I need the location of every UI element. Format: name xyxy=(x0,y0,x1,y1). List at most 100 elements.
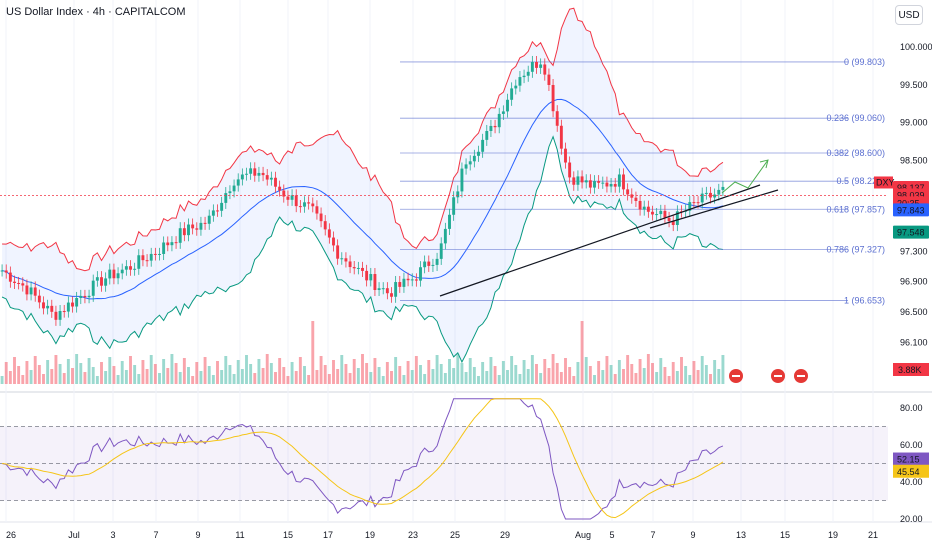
candle-body xyxy=(137,255,141,269)
candle-body xyxy=(460,168,464,192)
candle-body xyxy=(663,210,667,218)
volume-bar xyxy=(713,360,717,384)
volume-bar xyxy=(66,359,70,384)
volume-bar xyxy=(680,357,683,384)
volume-bar xyxy=(572,376,576,384)
price-axis-label: 99.500 xyxy=(900,80,928,90)
candle-body xyxy=(361,267,364,271)
volume-bar xyxy=(448,359,451,384)
candle-body xyxy=(630,194,634,198)
currency-button[interactable]: USD xyxy=(895,5,923,25)
candle-body xyxy=(174,242,178,244)
volume-bar xyxy=(369,372,373,384)
flag-stripe xyxy=(797,375,805,377)
volume-bar xyxy=(108,357,112,384)
time-axis-label: 25 xyxy=(450,530,460,540)
time-axis-label: Jul xyxy=(68,530,80,540)
candle-body xyxy=(381,288,385,290)
candle-body xyxy=(104,278,108,286)
bollinger-lower xyxy=(1,135,723,364)
volume-bar xyxy=(182,358,186,384)
volume-bar xyxy=(423,374,427,384)
volume-bar xyxy=(365,363,369,384)
volume-bar xyxy=(46,360,50,384)
fib-label: 0.618 (97.857) xyxy=(826,204,885,214)
candle-body xyxy=(555,111,559,126)
candle-body xyxy=(646,206,650,212)
volume-bar xyxy=(477,376,480,384)
volume-bar xyxy=(286,376,290,384)
candle-body xyxy=(593,181,596,188)
candle-body xyxy=(439,243,443,259)
candle-body xyxy=(626,189,630,195)
projection-arrow-head xyxy=(759,159,769,169)
candle-body xyxy=(311,203,315,207)
candle-body xyxy=(232,185,236,192)
price-axis-label: 96.900 xyxy=(900,277,928,287)
volume-bar xyxy=(13,357,16,384)
volume-bar xyxy=(290,362,294,384)
price-axis-label: 96.100 xyxy=(900,337,928,347)
candle-body xyxy=(721,186,725,190)
volume-bar xyxy=(381,376,385,384)
volume-bar xyxy=(228,365,232,384)
candle-body xyxy=(617,174,621,187)
candle-body xyxy=(588,180,592,188)
volume-bar xyxy=(236,360,240,384)
time-axis-label: 19 xyxy=(828,530,838,540)
volume-bar xyxy=(37,365,41,384)
volume-bar xyxy=(626,355,630,384)
volume-bar xyxy=(95,376,99,384)
basis-badge-bg xyxy=(893,203,929,217)
candle-body xyxy=(605,182,609,187)
candle-body xyxy=(348,261,352,268)
time-axis-label: 9 xyxy=(195,530,200,540)
fib-label: 0.786 (97.327) xyxy=(826,244,885,254)
volume-bar xyxy=(240,369,244,384)
rsi-ma-badge-bg xyxy=(893,464,929,478)
volume-bar xyxy=(406,361,410,384)
candle-body xyxy=(709,192,712,198)
candle-body xyxy=(25,285,29,295)
time-axis-label: 3 xyxy=(110,530,115,540)
volume-bar xyxy=(149,355,153,384)
volume-bar xyxy=(0,376,4,384)
volume-bar xyxy=(249,364,253,384)
candle-body xyxy=(443,228,447,244)
volume-bar xyxy=(332,360,335,384)
candle-body xyxy=(481,139,485,152)
volume-bar xyxy=(315,370,319,384)
candle-body xyxy=(336,245,340,259)
time-axis-label: 9 xyxy=(690,530,695,540)
volume-bar xyxy=(547,368,551,384)
candle-body xyxy=(100,277,103,286)
candle-body xyxy=(211,210,215,216)
basis-badge: 97.843 xyxy=(897,205,925,215)
volume-bar xyxy=(622,369,625,384)
candle-body xyxy=(572,177,576,185)
candle-body xyxy=(13,281,16,283)
rsi-ma-line xyxy=(2,398,724,519)
volume-bar xyxy=(336,369,340,384)
candle-body xyxy=(535,62,538,68)
candle-body xyxy=(315,206,319,214)
candle-body xyxy=(642,206,646,210)
volume-bar xyxy=(692,361,696,384)
candle-body xyxy=(564,148,567,163)
candle-body xyxy=(290,195,294,200)
candle-body xyxy=(514,85,518,89)
time-axis-label: 11 xyxy=(235,530,244,540)
volume-bar xyxy=(655,372,659,384)
candle-body xyxy=(4,270,8,273)
candle-body xyxy=(485,131,489,140)
volume-bar xyxy=(555,363,559,384)
candle-body xyxy=(46,305,50,309)
volume-bar xyxy=(17,366,21,384)
volume-bar xyxy=(717,369,721,384)
volume-bar xyxy=(323,365,327,384)
candle-body xyxy=(8,272,12,282)
volume-bar xyxy=(344,364,348,384)
candle-body xyxy=(224,193,228,203)
